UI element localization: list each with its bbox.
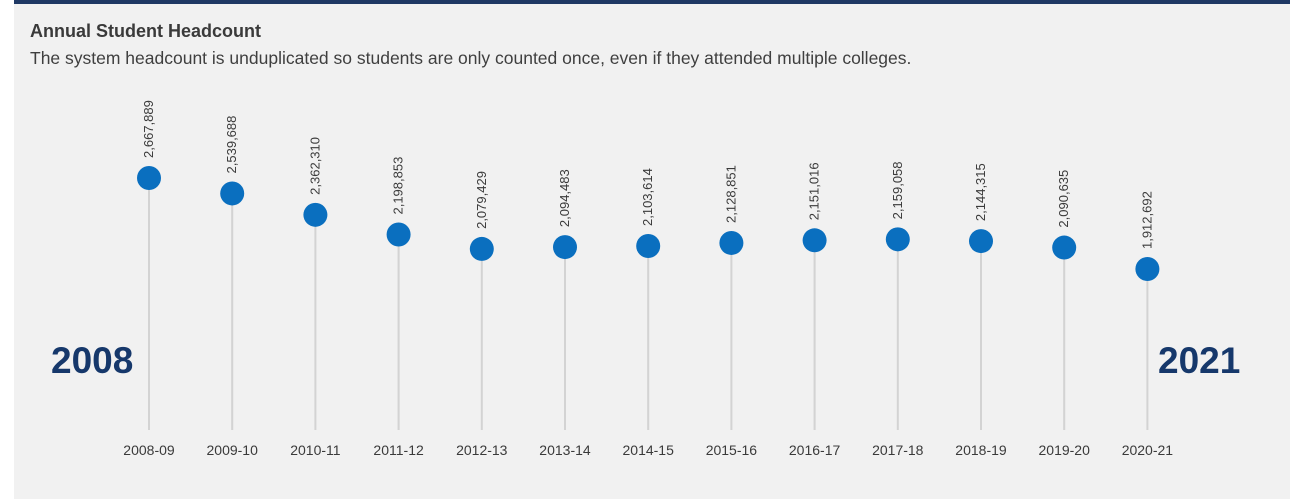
start-year-label: 2008 bbox=[51, 340, 134, 381]
chart-subtitle: The system headcount is unduplicated so … bbox=[30, 48, 912, 68]
chart-title: Annual Student Headcount bbox=[30, 21, 261, 41]
x-tick-label: 2016-17 bbox=[789, 442, 841, 458]
data-point-marker bbox=[386, 222, 411, 247]
x-tick-label: 2009-10 bbox=[207, 442, 259, 458]
x-tick-label: 2010-11 bbox=[290, 442, 341, 458]
data-value-label: 2,103,614 bbox=[640, 168, 655, 226]
data-value-label: 2,151,016 bbox=[807, 162, 822, 220]
x-tick-label: 2019-20 bbox=[1039, 442, 1091, 458]
data-value-label: 2,198,853 bbox=[391, 157, 406, 215]
data-point-marker bbox=[220, 181, 245, 206]
x-tick-label: 2014-15 bbox=[623, 442, 675, 458]
top-rule bbox=[14, 0, 1290, 4]
data-point-marker bbox=[1052, 235, 1077, 260]
x-tick-label: 2013-14 bbox=[539, 442, 591, 458]
data-point-marker bbox=[969, 229, 993, 254]
data-value-label: 2,539,688 bbox=[224, 116, 239, 174]
data-point-marker bbox=[469, 236, 494, 261]
x-tick-label: 2020-21 bbox=[1122, 442, 1174, 458]
data-point-marker bbox=[719, 230, 744, 255]
data-point-marker bbox=[1135, 257, 1160, 281]
data-point-marker bbox=[885, 227, 910, 252]
data-value-label: 2,362,310 bbox=[307, 137, 322, 195]
x-tick-label: 2012-13 bbox=[456, 442, 508, 458]
x-tick-label: 2008-09 bbox=[123, 442, 175, 458]
x-tick-label: 2015-16 bbox=[706, 442, 758, 458]
data-point-marker bbox=[636, 233, 661, 258]
data-value-label: 2,128,851 bbox=[723, 165, 738, 223]
data-value-label: 2,667,889 bbox=[141, 100, 156, 158]
data-point-marker bbox=[553, 235, 577, 260]
x-tick-label: 2018-19 bbox=[955, 442, 1007, 458]
data-point-marker bbox=[303, 202, 328, 227]
data-value-label: 2,094,483 bbox=[557, 169, 572, 227]
data-value-label: 2,079,429 bbox=[474, 171, 489, 229]
data-point-marker bbox=[137, 166, 161, 190]
x-tick-label: 2011-12 bbox=[373, 442, 424, 458]
data-value-label: 2,090,635 bbox=[1056, 170, 1071, 228]
data-value-label: 2,144,315 bbox=[973, 163, 988, 221]
x-tick-label: 2017-18 bbox=[872, 442, 924, 458]
end-year-label: 2021 bbox=[1158, 340, 1241, 381]
data-value-label: 2,159,058 bbox=[890, 161, 905, 219]
data-point-marker bbox=[802, 228, 827, 253]
data-value-label: 1,912,692 bbox=[1139, 191, 1154, 249]
